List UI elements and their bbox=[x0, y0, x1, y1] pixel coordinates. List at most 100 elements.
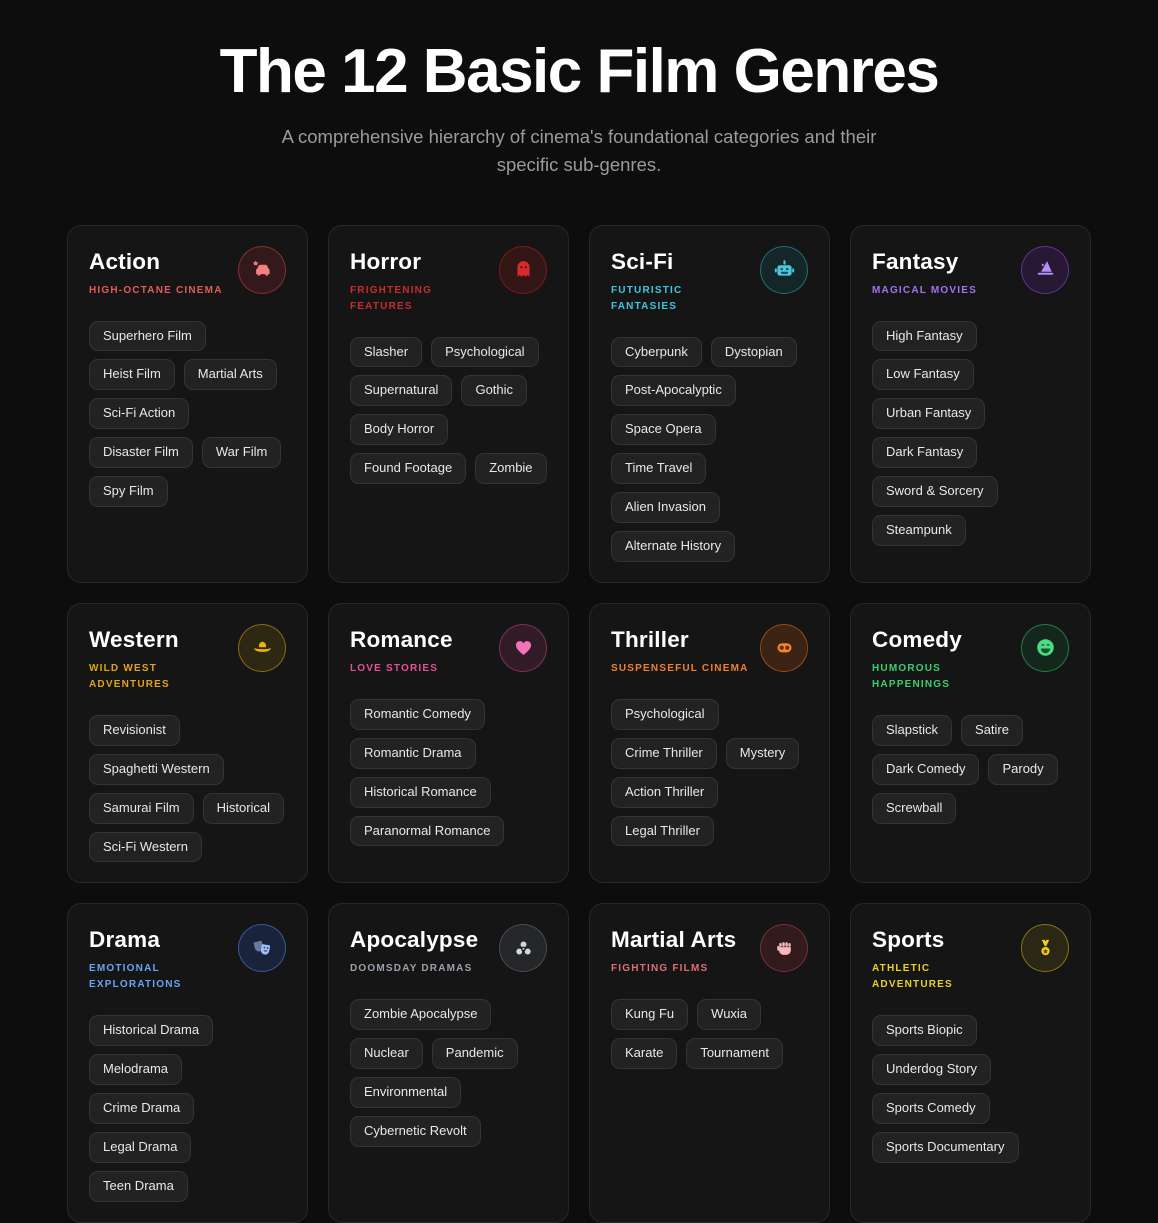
genre-card: Romance LOVE STORIES Romantic Comedy Roma… bbox=[328, 602, 569, 884]
card-tagline: WILD WEST ADVENTURES bbox=[89, 662, 170, 690]
genre-card: Comedy HUMOROUS HAPPENINGS Slapstick Sati… bbox=[850, 602, 1091, 884]
sub-genre-tag: Pandemic bbox=[431, 1038, 518, 1070]
sub-genre-tag: Crime Thriller bbox=[611, 737, 717, 769]
page-subtitle: A comprehensive hierarchy of cinema's fo… bbox=[281, 126, 877, 175]
card-icon-badge bbox=[499, 623, 547, 672]
sub-genre-tag: Dystopian bbox=[710, 336, 797, 368]
card-header-text: Comedy HUMOROUS HAPPENINGS bbox=[872, 624, 1013, 693]
card-tagline: DOOMSDAY DRAMAS bbox=[350, 963, 473, 975]
sub-genre-tag: Found Footage bbox=[350, 453, 467, 485]
card-icon-badge bbox=[238, 924, 286, 973]
genre-card: Drama EMOTIONAL EXPLORATIONS Historical … bbox=[67, 903, 308, 1223]
card-header-text: Sci-Fi FUTURISTIC FANTASIES bbox=[611, 246, 752, 315]
sub-genre-tag: Action Thriller bbox=[611, 776, 719, 808]
sub-genre-tag: Martial Arts bbox=[183, 359, 277, 391]
sub-genre-tag: Sports Documentary bbox=[872, 1132, 1019, 1163]
sub-genre-tag: Karate bbox=[611, 1038, 678, 1070]
card-header: Romance LOVE STORIES bbox=[350, 623, 547, 677]
card-title: Sports bbox=[872, 927, 945, 953]
sub-genre-tag: Sci-Fi Western bbox=[89, 831, 202, 863]
sub-genre-tag: Slasher bbox=[350, 336, 423, 368]
card-title: Martial Arts bbox=[611, 927, 737, 953]
genre-card: Sports ATHLETIC ADVENTURES Sports Biopic… bbox=[850, 903, 1091, 1223]
sub-genre-tag: Psychological bbox=[431, 336, 539, 368]
sub-genre-tag: Sports Comedy bbox=[872, 1093, 990, 1125]
ghost-icon bbox=[512, 258, 535, 281]
sub-genre-tag: Steampunk bbox=[872, 514, 966, 546]
sub-genre-tag-list: Kung Fu Wuxia Karate Tournament bbox=[611, 999, 808, 1070]
genre-grid: Action HIGH-OCTANE CINEMA Superhero Film… bbox=[67, 224, 1091, 1223]
sub-genre-tag: Environmental bbox=[350, 1077, 462, 1109]
sub-genre-tag: Wuxia bbox=[697, 999, 762, 1031]
card-header: Drama EMOTIONAL EXPLORATIONS bbox=[89, 924, 286, 993]
genre-card: Apocalypse DOOMSDAY DRAMAS Zombie Apocal… bbox=[328, 903, 569, 1223]
card-title: Horror bbox=[350, 248, 422, 274]
genre-card: Action HIGH-OCTANE CINEMA Superhero Film… bbox=[67, 224, 308, 583]
card-title: Romance bbox=[350, 626, 453, 652]
sub-genre-tag: Romantic Drama bbox=[350, 737, 476, 769]
card-header-text: Martial Arts FIGHTING FILMS bbox=[611, 924, 736, 977]
sub-genre-tag: Revisionist bbox=[89, 714, 180, 746]
sub-genre-tag-list: Historical Drama Melodrama Crime Drama Lega… bbox=[89, 1015, 286, 1202]
sub-genre-tag: Low Fantasy bbox=[872, 359, 974, 391]
sub-genre-tag: Teen Drama bbox=[89, 1170, 188, 1202]
card-icon-badge bbox=[238, 623, 286, 672]
card-icon-badge bbox=[1021, 924, 1069, 973]
sub-genre-tag: Samurai Film bbox=[89, 792, 194, 824]
card-header: Martial Arts FIGHTING FILMS bbox=[611, 924, 808, 977]
genre-card: Sci-Fi FUTURISTIC FANTASIES Cyberpunk Dys… bbox=[589, 224, 830, 583]
sub-genre-tag-list: Revisionist Spaghetti Western Samurai Film… bbox=[89, 714, 286, 863]
sub-genre-tag: Kung Fu bbox=[611, 999, 689, 1031]
card-tagline: HUMOROUS HAPPENINGS bbox=[872, 662, 951, 690]
sub-genre-tag: Time Travel bbox=[611, 453, 707, 485]
sub-genre-tag: Screwball bbox=[872, 792, 957, 824]
card-header-text: Fantasy MAGICAL MOVIES bbox=[872, 246, 977, 299]
sub-genre-tag-list: Zombie Apocalypse Nuclear Pandemic Environm… bbox=[350, 999, 547, 1147]
card-tagline: FIGHTING FILMS bbox=[611, 963, 709, 975]
card-header: Sci-Fi FUTURISTIC FANTASIES bbox=[611, 245, 808, 315]
sub-genre-tag: Space Opera bbox=[611, 414, 716, 446]
sub-genre-tag-list: Sports Biopic Underdog Story Sports Comedy… bbox=[872, 1015, 1069, 1163]
card-tagline: EMOTIONAL EXPLORATIONS bbox=[89, 963, 182, 991]
card-tagline: MAGICAL MOVIES bbox=[872, 284, 977, 296]
page-title: The 12 Basic Film Genres bbox=[219, 37, 940, 106]
sub-genre-tag: Cyberpunk bbox=[611, 336, 702, 368]
card-icon-badge bbox=[1021, 623, 1069, 672]
sub-genre-tag: High Fantasy bbox=[872, 320, 977, 352]
sub-genre-tag: Parody bbox=[988, 753, 1058, 785]
card-tagline: FRIGHTENING FEATURES bbox=[350, 284, 433, 312]
biohazard-icon bbox=[512, 937, 535, 960]
heart-icon bbox=[512, 636, 535, 659]
genre-card: Horror FRIGHTENING FEATURES Slasher Psych… bbox=[328, 224, 569, 583]
card-header-text: Horror FRIGHTENING FEATURES bbox=[350, 246, 491, 315]
sub-genre-tag-list: Cyberpunk Dystopian Post-Apocalyptic Space … bbox=[611, 336, 808, 562]
sub-genre-tag: Post-Apocalyptic bbox=[611, 375, 736, 407]
sub-genre-tag: Alien Invasion bbox=[611, 492, 720, 523]
sub-genre-tag: Superhero Film bbox=[89, 320, 206, 352]
card-header: Sports ATHLETIC ADVENTURES bbox=[872, 924, 1069, 993]
card-header-text: Sports ATHLETIC ADVENTURES bbox=[872, 924, 1013, 993]
card-icon-badge bbox=[238, 245, 286, 294]
sub-genre-tag: Psychological bbox=[611, 698, 719, 730]
sub-genre-tag: Heist Film bbox=[89, 359, 175, 391]
sub-genre-tag: Underdog Story bbox=[872, 1054, 992, 1086]
sub-genre-tag: Slapstick bbox=[872, 714, 953, 746]
sub-genre-tag: Legal Drama bbox=[89, 1132, 192, 1163]
genre-card: Fantasy MAGICAL MOVIES High Fantasy Low F… bbox=[850, 224, 1091, 583]
sub-genre-tag: Mystery bbox=[725, 737, 800, 769]
theater-masks-icon bbox=[251, 937, 274, 960]
page-header: The 12 Basic Film Genres A comprehensive… bbox=[0, 0, 1158, 179]
card-title: Comedy bbox=[872, 626, 962, 652]
card-header-text: Drama EMOTIONAL EXPLORATIONS bbox=[89, 924, 230, 993]
sub-genre-tag: Nuclear bbox=[350, 1038, 423, 1070]
sub-genre-tag: Dark Comedy bbox=[872, 753, 980, 785]
sub-genre-tag-list: Psychological Crime Thriller Mystery Action… bbox=[611, 698, 808, 847]
card-title: Drama bbox=[89, 927, 161, 953]
card-tagline: HIGH-OCTANE CINEMA bbox=[89, 284, 223, 296]
card-header: Action HIGH-OCTANE CINEMA bbox=[89, 245, 286, 299]
card-icon-badge bbox=[499, 924, 547, 973]
medal-icon bbox=[1034, 937, 1057, 960]
sub-genre-tag: Historical Romance bbox=[350, 776, 491, 808]
sub-genre-tag: Gothic bbox=[461, 375, 528, 407]
card-title: Western bbox=[89, 626, 179, 652]
